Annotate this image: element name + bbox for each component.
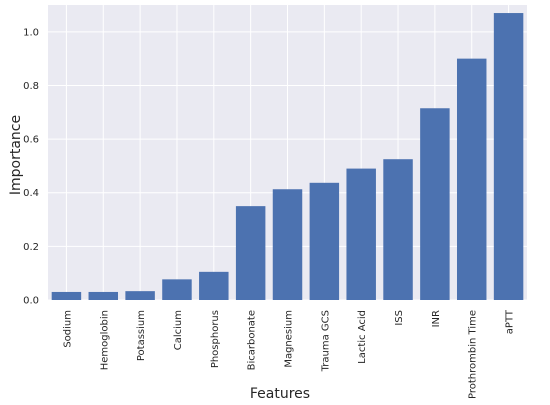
bar-trauma-gcs [309, 182, 340, 300]
x-tick-label: Magnesium [284, 310, 295, 368]
bar-magnesium [272, 189, 303, 300]
x-tick-label: Prothrombin Time [468, 310, 479, 399]
x-axis-ticks: Sodium Hemoglobin Potassium Calcium Phosphor… [62, 309, 515, 399]
x-tick-label: Calcium [173, 310, 184, 350]
y-tick-label: 0.0 [23, 296, 39, 307]
bar-lactic-acid [346, 168, 376, 300]
x-tick-label: INR [431, 310, 442, 327]
bar-hemoglobin [88, 291, 119, 300]
bar-prothrombin-time [456, 58, 487, 300]
x-tick-label: Potassium [136, 310, 147, 361]
y-axis-ticks: 0.0 0.2 0.4 0.6 0.8 1.0 [23, 27, 39, 306]
bar-calcium [162, 279, 192, 300]
bar-potassium [125, 291, 155, 300]
y-tick-label: 0.6 [23, 135, 39, 146]
y-tick-label: 0.8 [23, 81, 39, 92]
x-tick-label: Phosphorus [210, 310, 221, 368]
y-tick-label: 0.4 [23, 188, 39, 199]
x-axis-title: Features [250, 386, 310, 402]
x-tick-label: Sodium [62, 310, 73, 348]
x-tick-label: aPTT [505, 309, 516, 334]
x-tick-label: Trauma GCS [320, 310, 331, 372]
bar-sodium [51, 291, 82, 300]
x-tick-label: Hemoglobin [99, 310, 110, 370]
x-tick-label: Lactic Acid [357, 310, 368, 364]
bar-bicarbonate [235, 206, 266, 300]
x-tick-label: ISS [394, 310, 405, 326]
bars [51, 13, 524, 301]
bar-inr [420, 108, 450, 300]
bar-phosphorus [199, 271, 229, 300]
bar-iss [383, 159, 413, 300]
y-tick-label: 0.2 [23, 242, 39, 253]
bar-aptt [493, 13, 524, 301]
y-axis-title: Importance [8, 115, 24, 195]
y-tick-label: 1.0 [23, 27, 39, 38]
x-tick-label: Bicarbonate [247, 310, 258, 370]
